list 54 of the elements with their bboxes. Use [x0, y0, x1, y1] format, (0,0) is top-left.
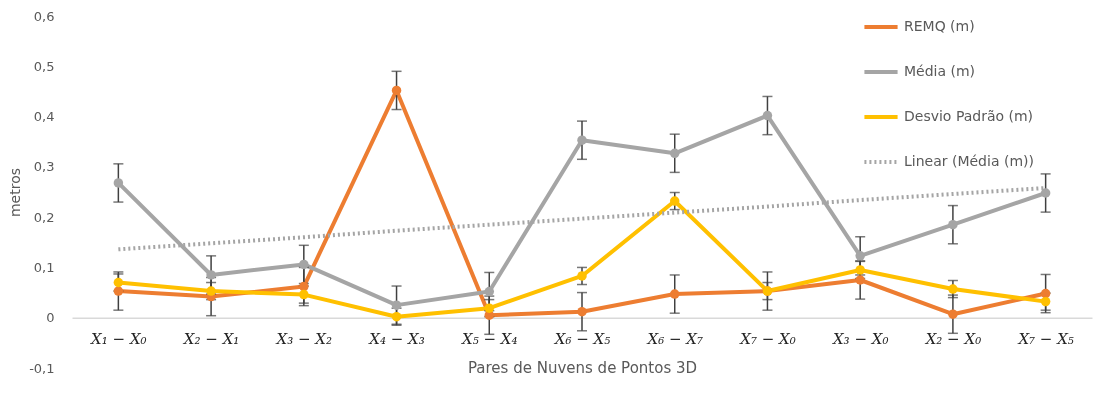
point: [948, 284, 958, 294]
x-tick-label: X₇ − X₅: [1017, 330, 1074, 349]
point: [948, 219, 958, 230]
y-tick-label: 0,1: [33, 259, 55, 275]
y-tick-label: 0,3: [33, 159, 55, 175]
y-axis-title: metros: [7, 167, 24, 218]
point: [855, 275, 865, 285]
y-tick-label: 0,6: [33, 8, 55, 24]
legend-label: Desvio Padrão (m): [904, 108, 1034, 124]
x-tick-label: X₃ − X₂: [275, 330, 333, 349]
point: [299, 289, 309, 300]
y-tick-label: 0,2: [33, 209, 55, 225]
x-tick-label: X₂ − X₁: [182, 330, 240, 349]
x-tick-label: X₇ − X₀: [739, 330, 796, 349]
point: [855, 265, 865, 275]
point: [299, 281, 309, 292]
point: [113, 277, 124, 288]
point: [855, 251, 865, 261]
x-tick-label: X₄ − X₃: [368, 330, 425, 349]
point: [113, 286, 124, 296]
point: [1040, 288, 1051, 299]
legend-label: Linear (Média (m)): [904, 153, 1034, 169]
point: [113, 178, 124, 188]
point: [1040, 188, 1051, 198]
x-tick-label: X₁ − X₀: [90, 330, 147, 349]
point: [391, 311, 402, 322]
point: [1040, 296, 1051, 307]
y-tick-label: 0: [46, 310, 55, 326]
x-tick-label: X₆ − X₅: [553, 330, 611, 349]
point: [206, 286, 216, 296]
point: [484, 286, 495, 297]
y-tick-label: 0,4: [33, 109, 55, 125]
point: [299, 259, 309, 270]
point: [577, 135, 587, 145]
legend-label: REMQ (m): [904, 18, 975, 34]
point: [391, 300, 402, 310]
x-axis-title: Pares de Nuvens de Pontos 3D: [467, 359, 698, 378]
point: [577, 306, 587, 317]
x-tick-label: X₆ − X₇: [646, 330, 703, 349]
point: [948, 309, 958, 319]
point: [762, 110, 773, 121]
legend-label: Média (m): [904, 63, 976, 79]
point: [669, 148, 680, 159]
point: [206, 270, 216, 280]
point: [669, 289, 680, 299]
point: [484, 303, 495, 313]
y-tick-label: 0,5: [33, 58, 55, 74]
y-tick-label: -0,1: [29, 360, 55, 376]
x-tick-label: X₃ − X₀: [831, 330, 889, 349]
x-tick-label: X₂ − X₀: [924, 330, 982, 349]
point: [577, 271, 587, 281]
x-tick-label: X₅ − X₄: [461, 330, 518, 349]
point: [391, 85, 402, 96]
point: [669, 196, 680, 206]
